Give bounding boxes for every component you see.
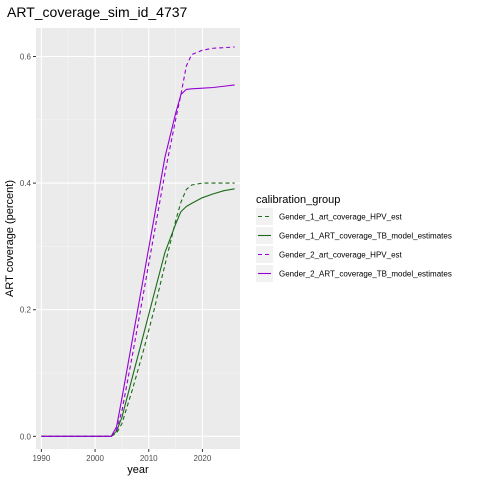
legend-title: calibration_group [256,194,340,206]
legend-key-box [256,208,273,225]
legend-label: Gender_2_art_coverage_HPV_est [279,251,403,260]
y-axis-ticks: 0.0 0.2 0.4 0.6 [20,52,36,441]
x-tick-label: 1990 [32,454,50,463]
y-tick-label: 0.6 [20,52,32,61]
series-line [41,182,235,437]
grid-minor [36,28,240,449]
legend-label: Gender_2_ART_coverage_TB_model_estimates [279,270,452,279]
legend-label: Gender_1_art_coverage_HPV_est [279,213,403,222]
y-tick-label: 0.0 [20,432,32,441]
y-axis-title: ART coverage (percent) [4,180,16,297]
plot-panel [36,28,240,449]
y-tick-label: 0.4 [20,179,32,188]
x-tick-label: 2000 [86,454,104,463]
y-tick-label: 0.2 [20,306,32,315]
legend-key-box [256,246,273,263]
series-lines [41,46,235,437]
x-axis-ticks: 1990 2000 2010 2020 [32,449,212,463]
series-line [41,84,235,437]
legend-label: Gender_1_ART_coverage_TB_model_estimates [279,232,452,241]
legend: calibration_group Gender_1_art_coverage_… [256,194,452,282]
series-line [41,188,235,437]
x-tick-label: 2010 [140,454,158,463]
x-tick-label: 2020 [194,454,212,463]
chart-title: ART_coverage_sim_id_4737 [7,4,188,20]
series-line [41,46,235,437]
x-axis-title: year [127,464,149,476]
